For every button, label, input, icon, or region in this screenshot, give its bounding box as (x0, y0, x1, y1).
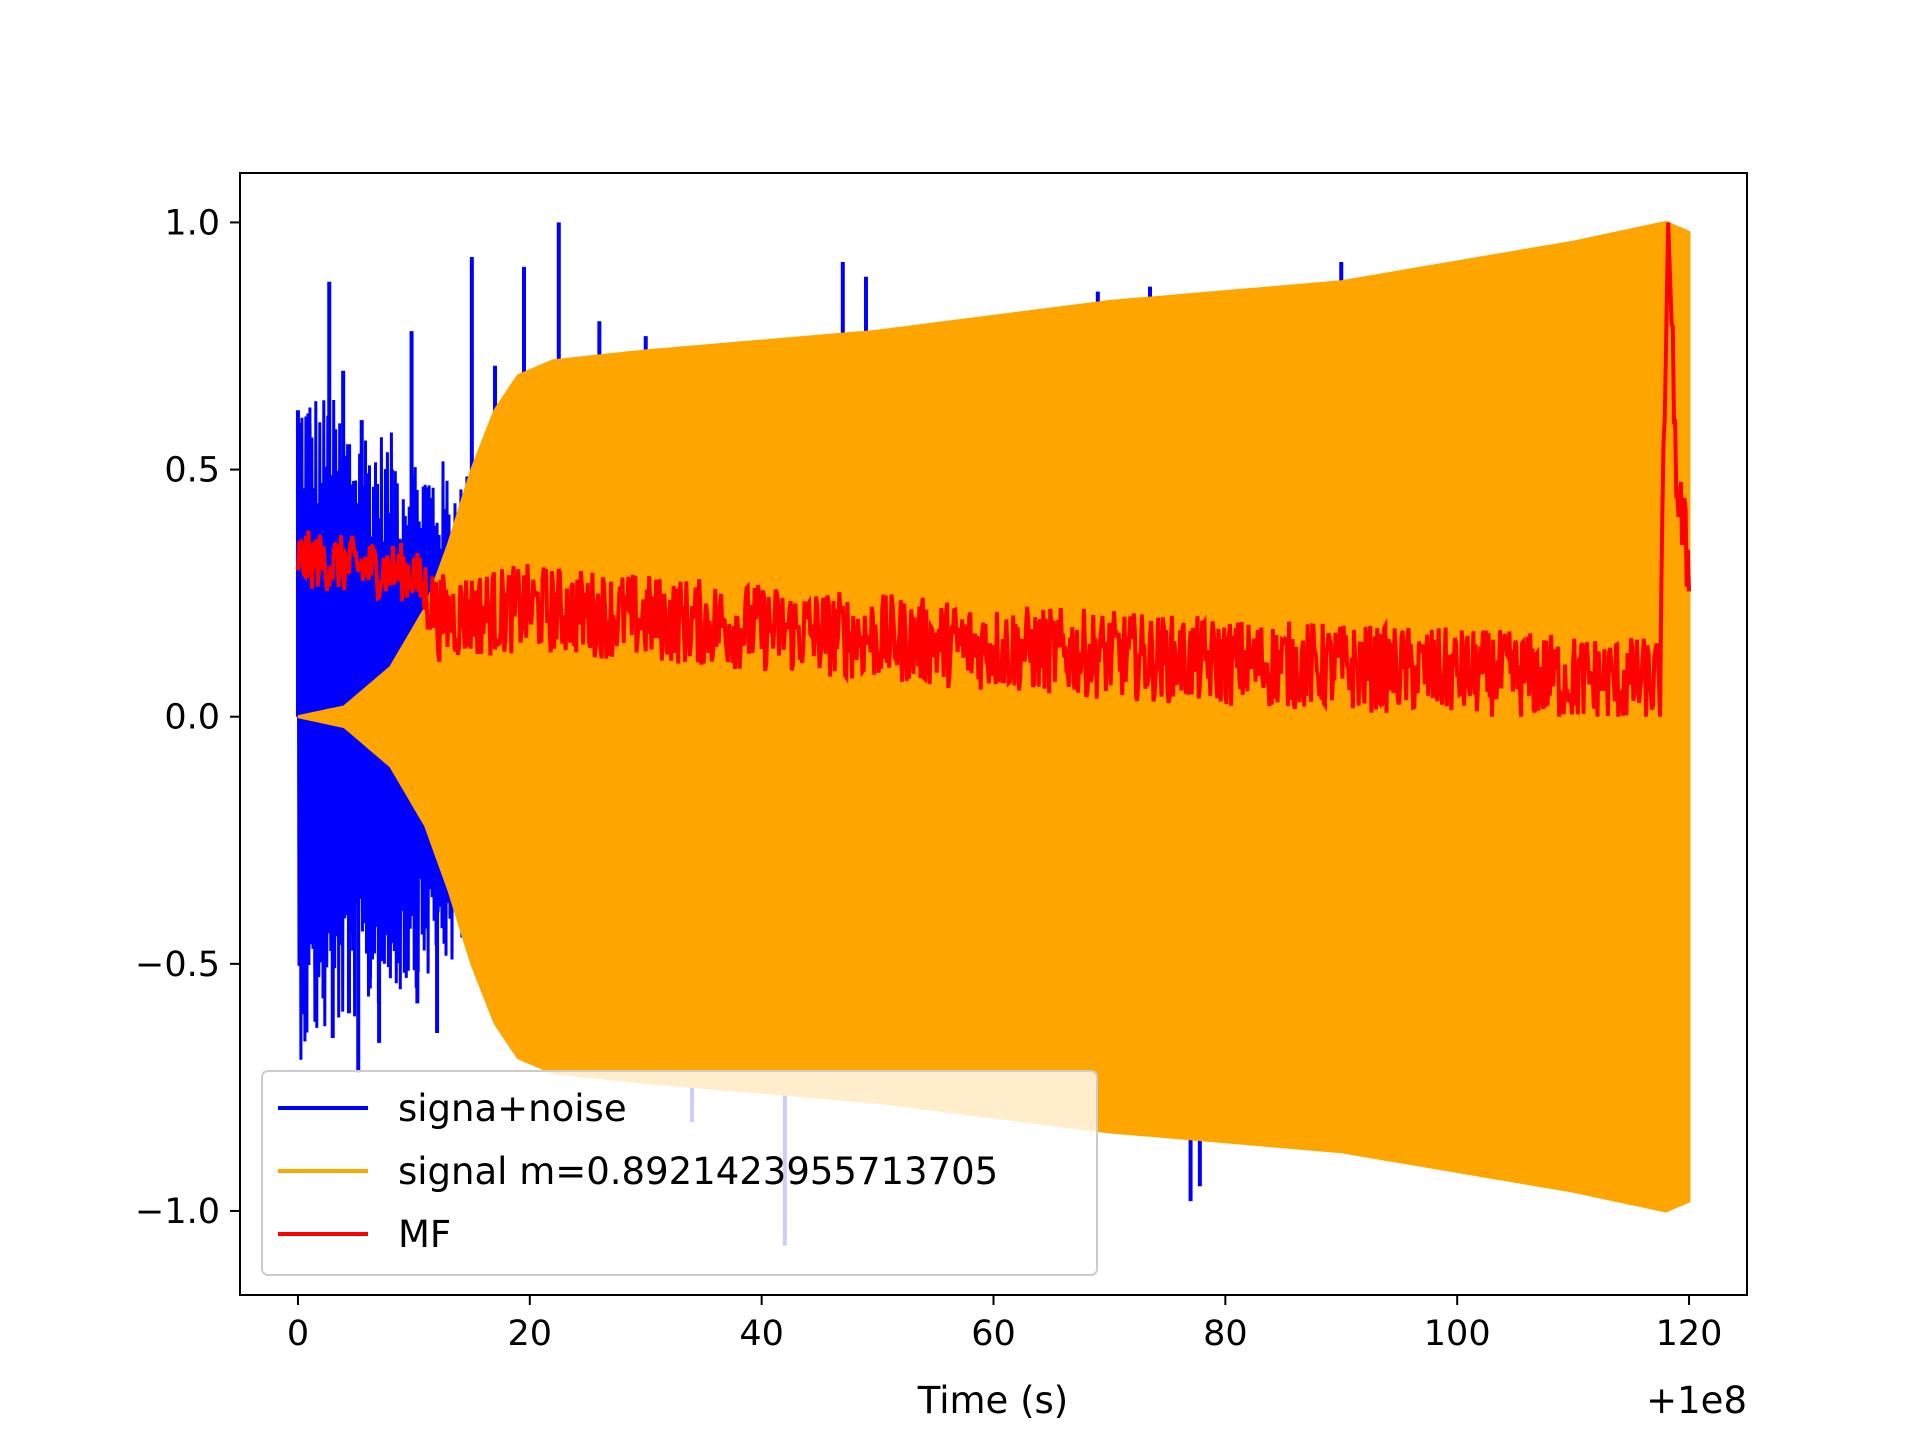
y-tick-label: −0.5 (135, 945, 220, 985)
x-tick-label: 60 (971, 1314, 1016, 1354)
x-axis-label: Time (s) (917, 1379, 1068, 1422)
legend-box (261, 1070, 1098, 1276)
x-tick-label: 20 (508, 1314, 553, 1354)
legend: signa+noise signal m=0.8921423955713705 MF (261, 1070, 1098, 1276)
y-tick-label: 0.0 (164, 698, 220, 738)
legend-entry-label: signal m=0.8921423955713705 (398, 1150, 998, 1193)
x-tick-label: 40 (739, 1314, 784, 1354)
x-offset-label: +1e8 (1646, 1379, 1747, 1422)
y-tick-label: 1.0 (164, 203, 220, 243)
x-tick-label: 120 (1656, 1314, 1723, 1354)
x-tick-label: 0 (287, 1314, 309, 1354)
y-tick-label: −1.0 (135, 1192, 220, 1232)
y-tick-label: 0.5 (164, 451, 220, 491)
x-tick-label: 100 (1424, 1314, 1491, 1354)
legend-entry-label: MF (398, 1213, 451, 1256)
x-tick-label: 80 (1203, 1314, 1248, 1354)
x-axis: 0 20 40 60 80 100 120 (287, 1295, 1723, 1354)
y-axis: 1.0 0.5 0.0 −0.5 −1.0 (135, 203, 240, 1232)
series-mf-line (296, 222, 1691, 717)
legend-entry-label: signa+noise (398, 1087, 627, 1130)
plot-area (295, 220, 1691, 1246)
